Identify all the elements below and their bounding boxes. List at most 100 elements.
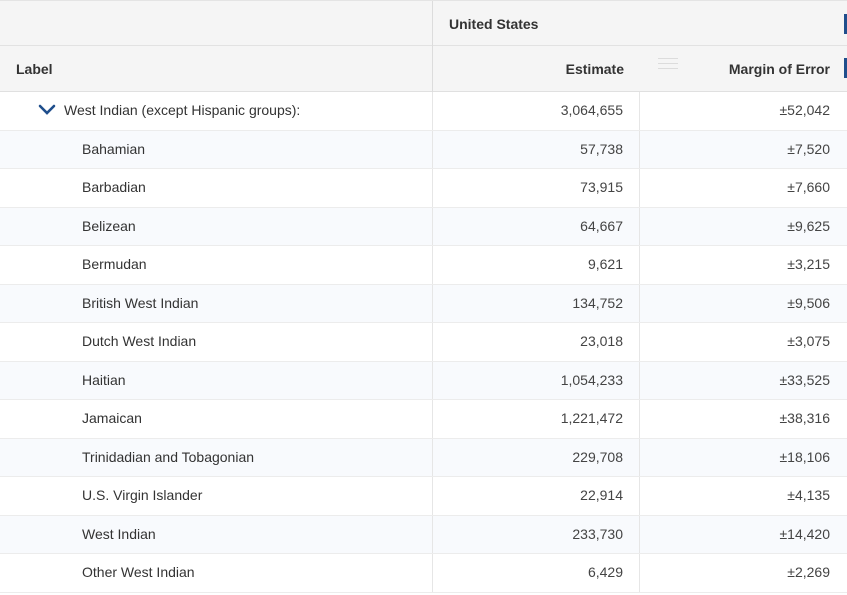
estimate-value: 3,064,655 <box>560 102 623 118</box>
moe-cell: ±9,625 <box>640 208 847 246</box>
table-row[interactable]: U.S. Virgin Islander 22,914 ±4,135 <box>0 477 847 516</box>
estimate-cell: 6,429 <box>433 554 640 592</box>
row-label: U.S. Virgin Islander <box>82 487 203 503</box>
estimate-cell: 57,738 <box>433 130 640 168</box>
row-label: West Indian <box>82 525 156 542</box>
table-row[interactable]: Jamaican 1,221,472 ±38,316 <box>0 400 847 439</box>
table-row[interactable]: Dutch West Indian 23,018 ±3,075 <box>0 323 847 362</box>
estimate-value: 134,752 <box>572 294 623 311</box>
column-scroll-marker-top <box>844 14 847 34</box>
estimate-cell: 1,221,472 <box>433 400 640 438</box>
label-cell: U.S. Virgin Islander <box>0 477 433 515</box>
moe-cell: ±9,506 <box>640 285 847 323</box>
row-label: Dutch West Indian <box>82 333 197 349</box>
estimate-cell: 9,621 <box>433 246 640 284</box>
estimate-value: 9,621 <box>587 256 623 272</box>
label-cell: West Indian <box>0 515 433 553</box>
row-label: Barbadian <box>82 179 146 195</box>
column-scroll-marker-bottom <box>844 58 847 78</box>
table-row[interactable]: Haitian 1,054,233 ±33,525 <box>0 361 847 400</box>
moe-value: ±18,106 <box>779 448 830 465</box>
estimate-value: 233,730 <box>572 525 623 542</box>
row-label: Belizean <box>82 217 136 234</box>
table-row[interactable]: Trinidadian and Tobagonian 229,708 ±18,106 <box>0 438 847 477</box>
table-row[interactable]: British West Indian 134,752 ±9,506 <box>0 284 847 323</box>
moe-value: ±38,316 <box>779 410 830 426</box>
moe-value: ±14,420 <box>779 525 830 542</box>
moe-cell: ±38,316 <box>640 400 847 438</box>
label-cell: Trinidadian and Tobagonian <box>0 438 433 476</box>
row-label: British West Indian <box>82 294 199 311</box>
label-column-header[interactable]: Label <box>16 61 53 77</box>
moe-cell: ±4,135 <box>640 477 847 515</box>
estimate-value: 1,221,472 <box>560 410 623 426</box>
moe-value: ±7,660 <box>787 179 830 195</box>
row-label: West Indian (except Hispanic groups): <box>64 102 301 118</box>
table-row[interactable]: Bahamian 57,738 ±7,520 <box>0 130 847 169</box>
moe-value: ±33,525 <box>779 371 830 388</box>
estimate-cell: 3,064,655 <box>433 92 640 130</box>
estimate-cell: 23,018 <box>433 323 640 361</box>
estimate-value: 1,054,233 <box>560 371 623 388</box>
table-row[interactable]: Belizean 64,667 ±9,625 <box>0 207 847 246</box>
estimate-cell: 233,730 <box>433 515 640 553</box>
moe-value: ±9,506 <box>787 294 830 311</box>
moe-value: ±9,625 <box>787 217 830 234</box>
table-row-group[interactable]: West Indian (except Hispanic groups): 3,0… <box>0 92 847 131</box>
row-label: Bermudan <box>82 256 147 272</box>
row-label: Jamaican <box>82 410 142 426</box>
column-divider[interactable] <box>432 46 433 92</box>
column-header-row: Label Estimate Margin of Error <box>0 46 847 92</box>
label-cell: Haitian <box>0 361 433 399</box>
column-group-label: United States <box>449 16 539 32</box>
table-row[interactable]: Other West Indian 6,429 ±2,269 <box>0 554 847 593</box>
column-group-header-spacer <box>0 1 433 47</box>
estimate-column-header[interactable]: Estimate <box>565 61 624 77</box>
column-menu-icon[interactable] <box>658 58 678 74</box>
moe-cell: ±33,525 <box>640 362 847 400</box>
moe-cell: ±52,042 <box>640 92 847 130</box>
moe-value: ±3,075 <box>787 333 830 349</box>
column-group-header: United States <box>0 0 847 47</box>
estimate-value: 64,667 <box>580 217 623 234</box>
estimate-value: 6,429 <box>587 564 623 580</box>
label-cell: West Indian (except Hispanic groups): <box>0 92 433 130</box>
moe-value: ±7,520 <box>787 140 830 157</box>
moe-cell: ±3,075 <box>640 323 847 361</box>
row-label: Bahamian <box>82 140 146 157</box>
moe-value: ±3,215 <box>787 256 830 272</box>
chevron-down-icon[interactable] <box>38 104 56 116</box>
estimate-cell: 1,054,233 <box>433 361 640 399</box>
estimate-value: 73,915 <box>580 179 623 195</box>
estimate-cell: 64,667 <box>433 207 640 245</box>
moe-cell: ±18,106 <box>640 439 847 477</box>
row-label: Trinidadian and Tobagonian <box>82 448 255 465</box>
moe-value: ±2,269 <box>787 564 830 580</box>
moe-value: ±4,135 <box>787 487 830 503</box>
moe-column-header[interactable]: Margin of Error <box>728 61 830 77</box>
table-row[interactable]: Barbadian 73,915 ±7,660 <box>0 169 847 208</box>
estimate-cell: 22,914 <box>433 477 640 515</box>
estimate-value: 229,708 <box>572 448 623 465</box>
label-cell: Belizean <box>0 207 433 245</box>
label-cell: Dutch West Indian <box>0 323 433 361</box>
label-cell: British West Indian <box>0 284 433 322</box>
table-row[interactable]: West Indian 233,730 ±14,420 <box>0 515 847 554</box>
moe-cell: ±2,269 <box>640 554 847 592</box>
moe-value: ±52,042 <box>779 102 830 118</box>
row-label: Other West Indian <box>82 564 195 580</box>
label-cell: Other West Indian <box>0 554 433 592</box>
label-cell: Bahamian <box>0 130 433 168</box>
label-cell: Bermudan <box>0 246 433 284</box>
estimate-cell: 229,708 <box>433 438 640 476</box>
estimate-cell: 73,915 <box>433 169 640 207</box>
moe-cell: ±7,520 <box>640 131 847 169</box>
label-cell: Jamaican <box>0 400 433 438</box>
estimate-value: 57,738 <box>580 140 623 157</box>
row-label: Haitian <box>82 371 126 388</box>
table-row[interactable]: Bermudan 9,621 ±3,215 <box>0 246 847 285</box>
moe-cell: ±3,215 <box>640 246 847 284</box>
estimate-value: 22,914 <box>580 487 623 503</box>
label-cell: Barbadian <box>0 169 433 207</box>
